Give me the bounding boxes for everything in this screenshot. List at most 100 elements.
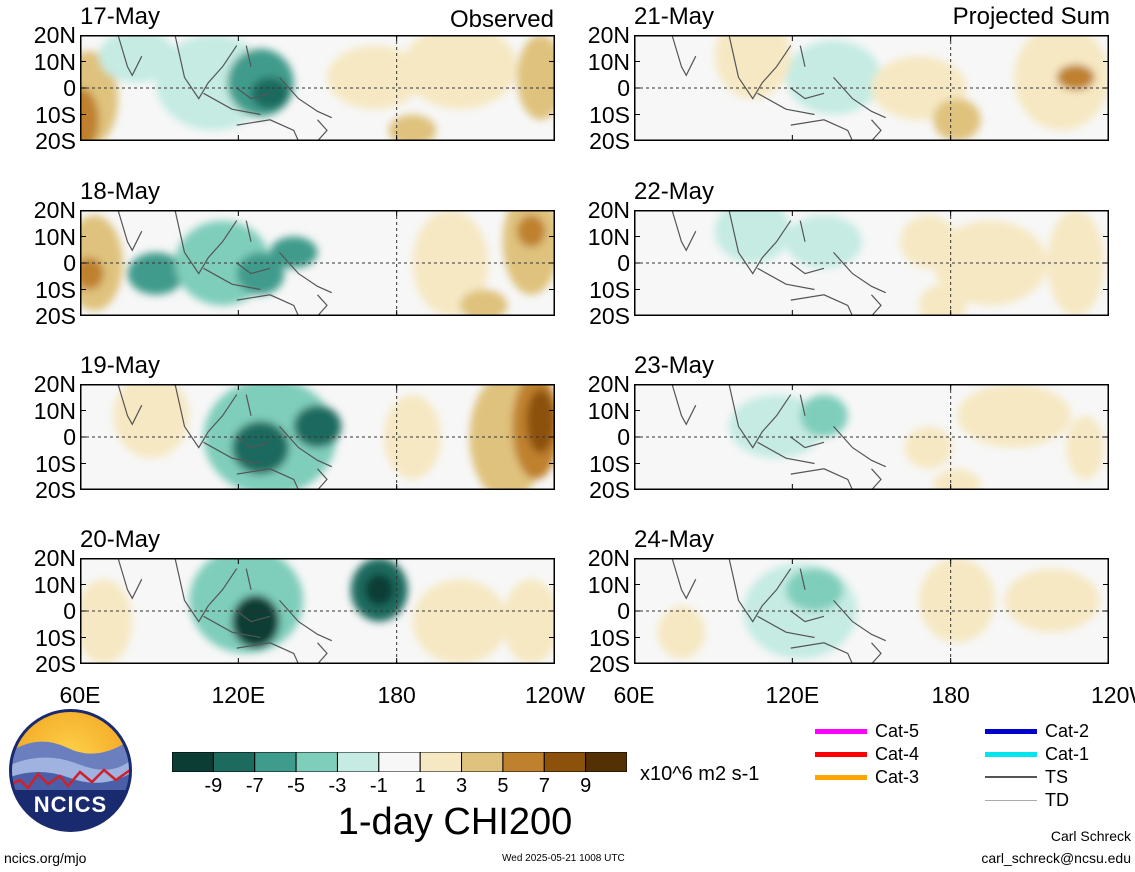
lon-label-left: 120W (524, 682, 586, 708)
legend-label-ts: TS (1045, 767, 1069, 787)
lat-label: 0 (617, 424, 630, 450)
footer-url: ncics.org/mjo (4, 850, 87, 866)
lon-label-left: 120E (211, 682, 266, 708)
ncics-logo: NCICS (8, 708, 133, 833)
panel-date-right-1: 21-May (634, 3, 715, 30)
lat-label: 20N (33, 197, 76, 223)
lat-label: 10N (33, 48, 76, 75)
lat-label: 20S (35, 303, 76, 329)
colorbar-swatch (378, 751, 421, 773)
lat-label: 20N (587, 371, 630, 397)
colorbar-units: x10^6 m2 s-1 (640, 763, 760, 785)
footer-timestamp: Wed 2025-05-21 1008 UTC (502, 853, 625, 864)
colorbar-swatch (295, 751, 338, 773)
lat-label: 10N (587, 48, 630, 75)
lat-label: 10S (35, 450, 76, 477)
colorbar-tick-label: -3 (328, 775, 347, 797)
legend-label-cat-3: Cat-3 (875, 767, 920, 787)
lat-label: 10N (33, 223, 76, 250)
colorbar-tick-label: 9 (580, 775, 592, 797)
panel-date-right-4: 24-May (634, 526, 715, 553)
lat-label: 20S (589, 303, 630, 329)
legend-label-td: TD (1045, 790, 1069, 810)
colorbar (171, 751, 628, 773)
lat-label: 10S (589, 276, 630, 303)
lat-label: 20N (587, 545, 630, 571)
map-panel-right-1 (634, 35, 1109, 141)
lat-label: 0 (617, 598, 630, 624)
legend-line-cat-1 (985, 751, 1037, 757)
map-panel-right-3 (634, 384, 1109, 490)
lat-label: 20S (589, 651, 630, 677)
colorbar-tick-label: -7 (245, 775, 264, 797)
colorbar-title: 1-day CHI200 (337, 801, 573, 843)
panel-date-right-2: 22-May (634, 178, 715, 205)
lat-label: 0 (63, 250, 76, 276)
map-panel-right-2 (634, 210, 1109, 316)
colorbar-tick-label: -5 (287, 775, 305, 797)
lat-label: 10S (589, 101, 630, 128)
projected-title: Projected Sum (952, 3, 1110, 30)
legend-line-ts (985, 776, 1037, 778)
lat-label: 20N (33, 371, 76, 397)
legend-line-td (985, 799, 1037, 801)
colorbar-tick-label: 3 (455, 775, 468, 797)
lon-label-right: 120W (1091, 684, 1135, 707)
colorbar-tick-label: 7 (538, 775, 550, 797)
map-panel-left-2 (80, 210, 555, 316)
lat-label: 20N (33, 545, 76, 571)
lat-label: 10N (587, 223, 630, 250)
lon-label-right: 120E (765, 682, 820, 708)
lat-label: 20N (587, 22, 630, 48)
legend-label-cat-5: Cat-5 (875, 721, 920, 741)
lon-label-left: 180 (377, 682, 416, 708)
colorbar-swatch (336, 751, 380, 773)
lat-label: 20S (35, 128, 76, 154)
legend-line-cat-5 (815, 728, 867, 734)
lon-label-left: 60E (59, 682, 101, 708)
map-panel-left-3 (80, 384, 555, 490)
panel-date-right-3: 23-May (634, 352, 715, 379)
lon-label-right: 180 (931, 682, 970, 708)
lat-label: 20N (587, 197, 630, 223)
colorbar-swatch (585, 751, 628, 773)
colorbar-swatch (543, 751, 587, 773)
colorbar-swatch (502, 751, 545, 773)
lat-label: 10S (35, 101, 76, 128)
panel-date-left-2: 18-May (80, 178, 161, 205)
footer-email: carl_schreck@ncsu.edu (981, 850, 1131, 866)
colorbar-swatch (461, 751, 504, 773)
lat-label: 20S (35, 651, 76, 677)
colorbar-tick-label: 1 (414, 775, 426, 797)
lat-label: 0 (63, 75, 76, 101)
colorbar-swatch (171, 751, 214, 773)
lat-label: 10N (587, 397, 630, 424)
panel-date-left-4: 20-May (80, 526, 161, 553)
legend-line-cat-3 (815, 774, 867, 780)
lat-label: 10N (587, 571, 630, 598)
legend-label-cat-1: Cat-1 (1045, 744, 1090, 764)
lat-label: 0 (617, 75, 630, 101)
map-panel-right-4 (634, 558, 1109, 664)
lon-label-right: 60E (613, 682, 655, 708)
observed-title: Observed (449, 6, 554, 33)
lat-label: 20S (35, 477, 76, 503)
lat-label: 0 (63, 424, 76, 450)
colorbar-tick-label: -9 (204, 775, 223, 797)
lat-label: 0 (617, 250, 630, 276)
lat-label: 20N (33, 22, 76, 48)
legend-label-cat-4: Cat-4 (875, 744, 920, 764)
panel-date-left-1: 17-May (80, 3, 161, 30)
lat-label: 0 (63, 598, 76, 624)
legend-line-cat-2 (985, 728, 1037, 734)
colorbar-tick-label: -1 (369, 775, 388, 797)
lat-label: 20S (589, 477, 630, 503)
colorbar-swatch (419, 751, 463, 773)
map-panel-left-1 (80, 35, 555, 141)
lat-label: 10S (35, 624, 76, 651)
map-panel-left-4 (80, 558, 555, 664)
logo-text: NCICS (33, 792, 108, 817)
lat-label: 10N (33, 571, 76, 598)
lat-label: 10S (35, 276, 76, 303)
colorbar-swatch (212, 751, 256, 773)
